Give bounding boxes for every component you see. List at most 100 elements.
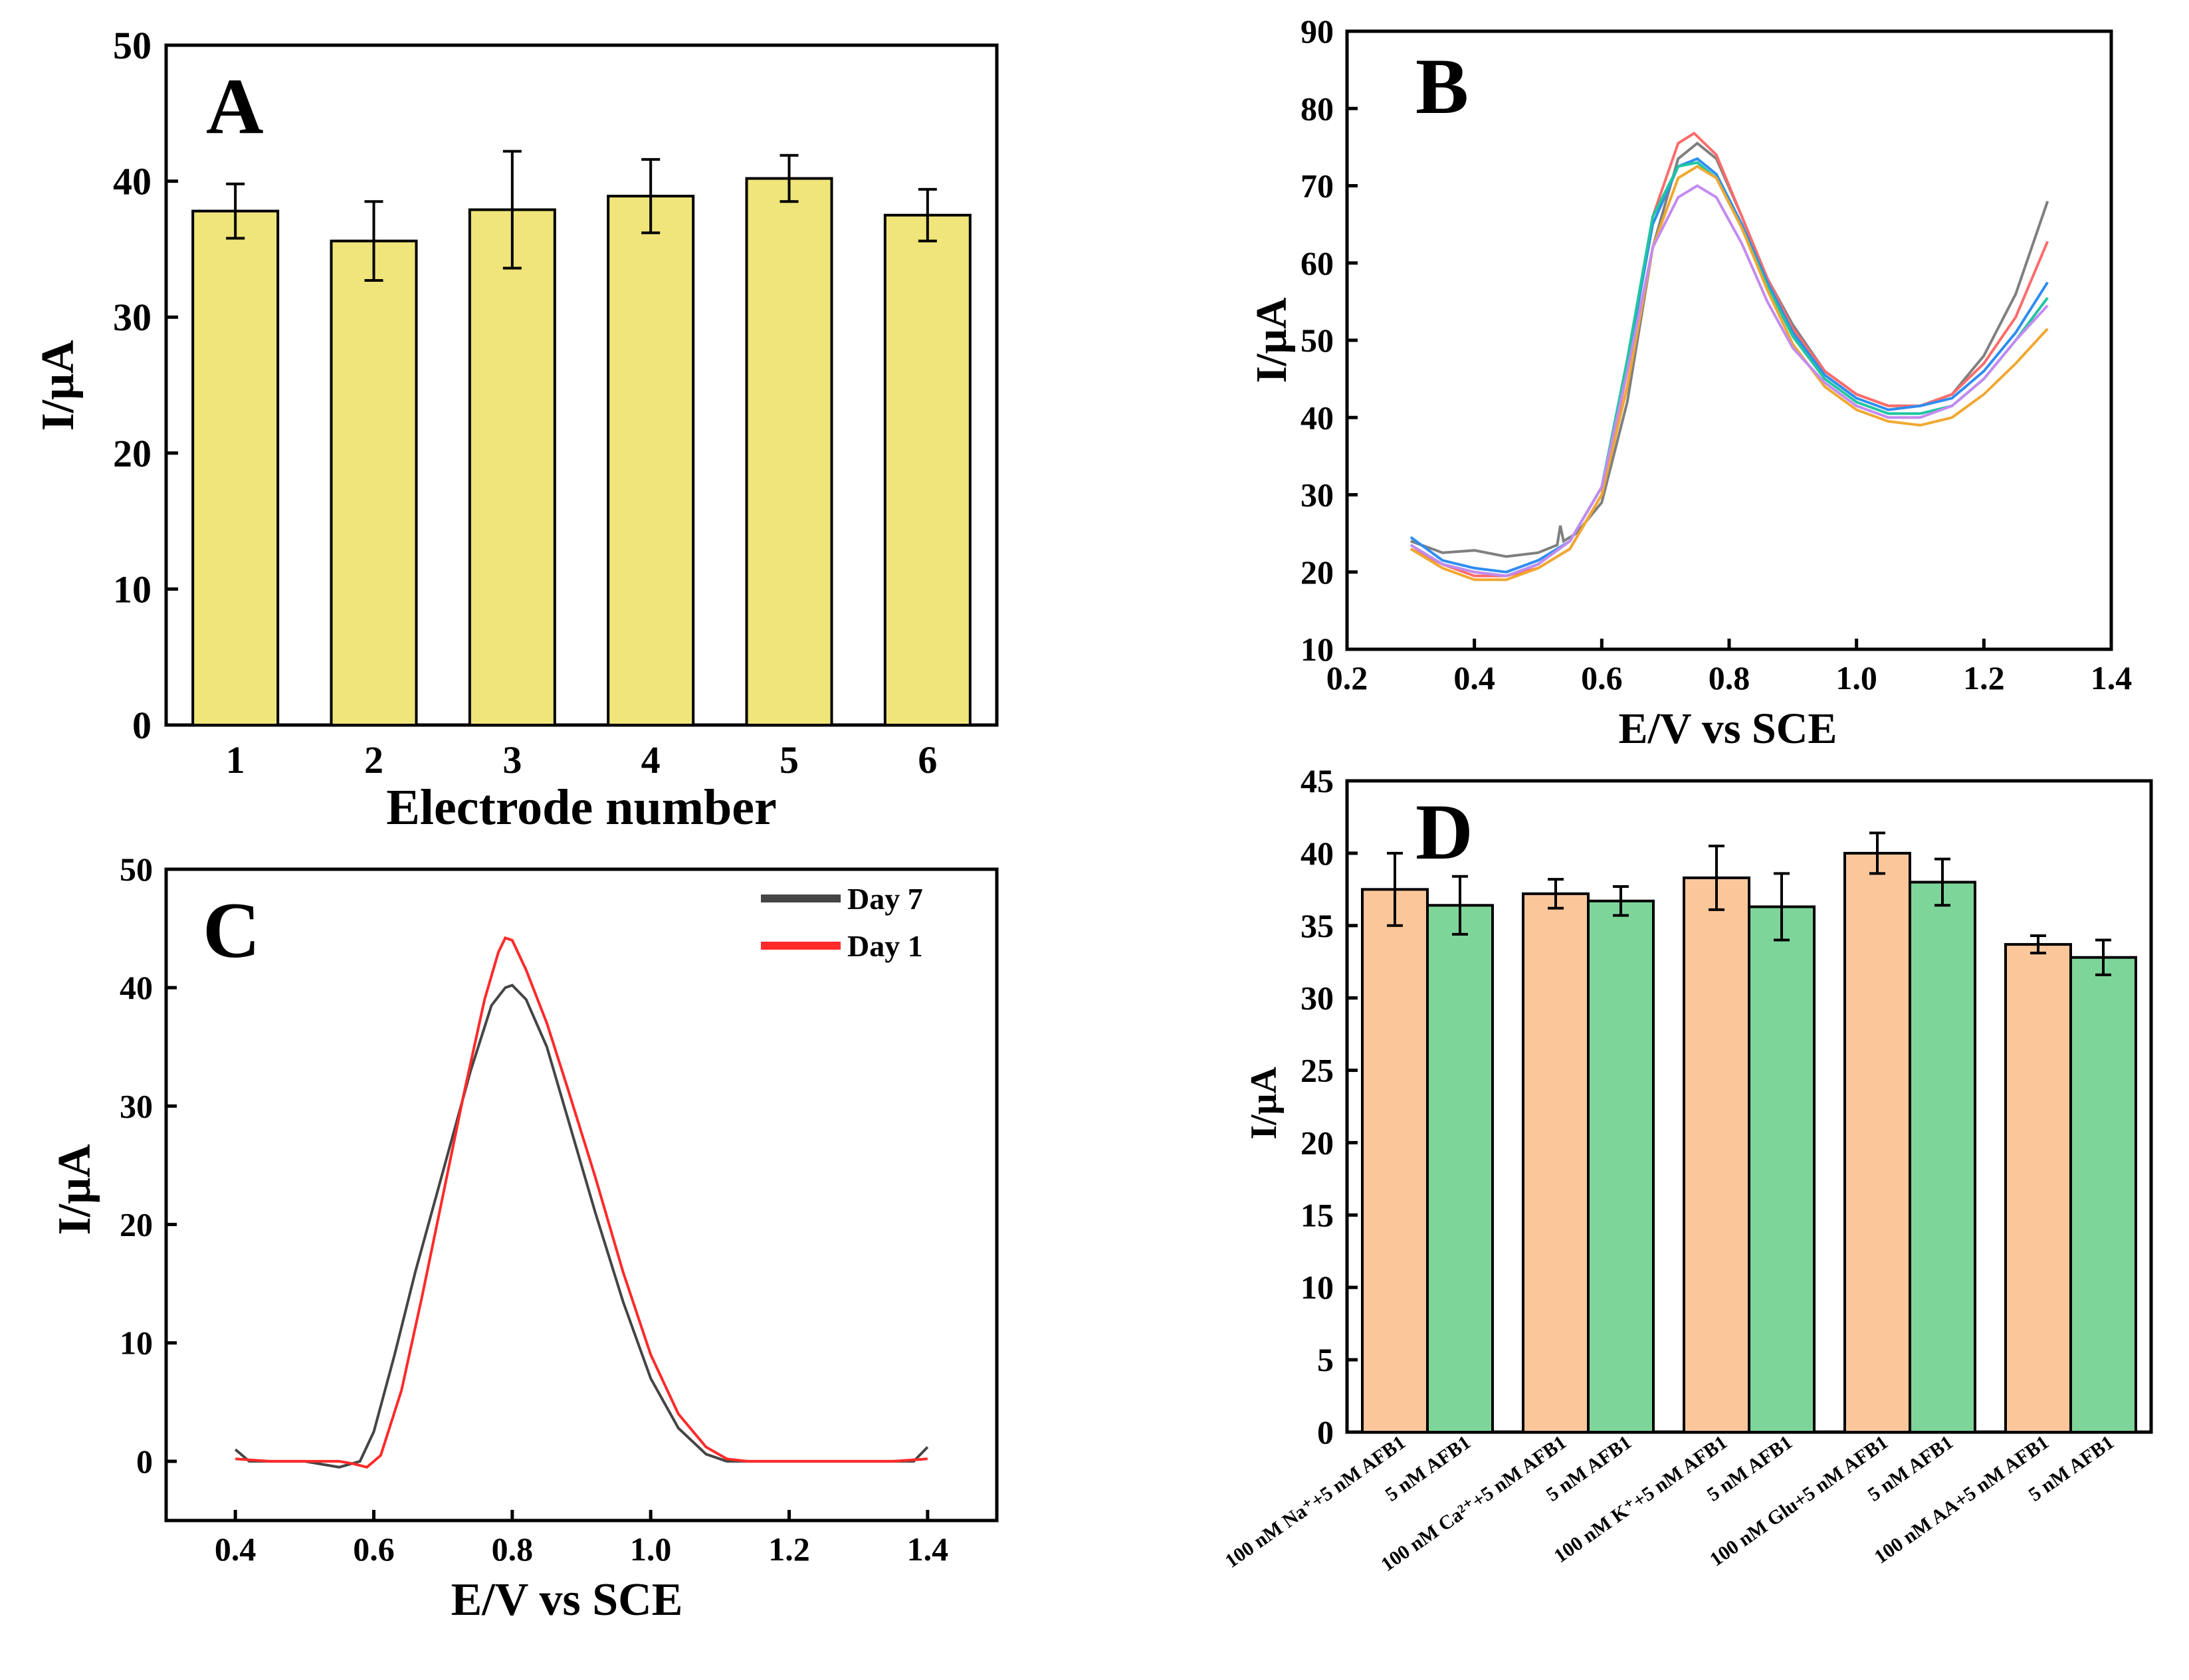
bar bbox=[1587, 899, 1655, 1434]
panel-b-series bbox=[1409, 131, 2049, 581]
series-line-day-1 bbox=[235, 936, 928, 1469]
y-tick-label: 15 bbox=[1301, 1196, 1334, 1233]
x-tick-label: 0.8 bbox=[492, 1530, 534, 1568]
panel-a-ylabel: I/μA bbox=[33, 340, 84, 431]
panel-b-ylabel: I/μA bbox=[1247, 297, 1296, 383]
panel-b-line-chart: B I/μA E/V vs SCE 10 20 30 40 50 60 70 80 90 0.2… bbox=[1247, 13, 2132, 753]
y-tick-label: 40 bbox=[1301, 835, 1334, 872]
y-tick-label: 45 bbox=[1301, 762, 1334, 799]
bar bbox=[330, 239, 418, 726]
bar bbox=[1843, 851, 1911, 1433]
y-tick-label: 60 bbox=[1301, 245, 1334, 282]
bar bbox=[2004, 943, 2072, 1433]
y-tick-label: 30 bbox=[113, 296, 152, 339]
panel-c-legend: Day 7 Day 1 bbox=[761, 882, 923, 963]
bar bbox=[1909, 881, 1976, 1433]
panel-a-letter: A bbox=[206, 62, 264, 150]
panel-c-xlabel: E/V vs SCE bbox=[451, 1574, 683, 1626]
x-tick-label: 0.6 bbox=[1581, 659, 1623, 696]
y-tick-label: 20 bbox=[120, 1206, 153, 1243]
y-tick-label: 90 bbox=[1301, 13, 1334, 50]
legend-day7-label: Day 7 bbox=[847, 882, 923, 916]
panel-c-line-chart: C I/μA E/V vs SCE 0 10 20 30 40 50 0.4 0.6 0.8 1… bbox=[49, 851, 999, 1626]
panel-b-xlabel: E/V vs SCE bbox=[1619, 704, 1837, 753]
bar bbox=[1522, 892, 1590, 1434]
bar bbox=[468, 208, 556, 727]
y-tick-label: 20 bbox=[1301, 554, 1334, 591]
panel-d-letter: D bbox=[1415, 788, 1473, 876]
panel-b-y-ticks: 10 20 30 40 50 60 70 80 90 bbox=[1301, 13, 1358, 668]
x-tick-label: 1.0 bbox=[630, 1530, 672, 1568]
panel-a-frame bbox=[164, 43, 999, 727]
y-tick-label: 10 bbox=[120, 1324, 153, 1362]
series-line-teal bbox=[1409, 161, 2049, 578]
category-label: 100 nM Na⁺+5 nM AFB1 bbox=[1221, 1431, 1409, 1572]
bar bbox=[191, 209, 280, 726]
panel-d-y-ticks: 0 5 10 15 20 25 30 35 40 45 bbox=[1301, 762, 1358, 1451]
y-tick-label: 20 bbox=[113, 432, 152, 475]
y-tick-label: 30 bbox=[1301, 980, 1334, 1017]
x-tick-label: 0.8 bbox=[1709, 659, 1750, 696]
panel-a-bar-chart: A I/μA Electrode number 0 10 20 30 40 50 1 2 3 4… bbox=[33, 24, 999, 835]
y-tick-label: 10 bbox=[113, 568, 152, 611]
x-tick-label: 6 bbox=[918, 738, 937, 782]
x-tick-label: 1.4 bbox=[907, 1530, 949, 1568]
panel-a-bars bbox=[191, 150, 972, 727]
panel-b-letter: B bbox=[1415, 42, 1469, 130]
bar bbox=[883, 213, 972, 726]
y-tick-label: 40 bbox=[1301, 399, 1334, 436]
panel-c-y-ticks: 0 10 20 30 40 50 bbox=[120, 851, 177, 1480]
y-tick-label: 10 bbox=[1301, 1269, 1334, 1306]
y-tick-label: 50 bbox=[113, 24, 152, 67]
x-tick-label: 5 bbox=[780, 738, 799, 782]
x-tick-label: 3 bbox=[502, 738, 522, 782]
panel-b-x-ticks: 0.2 0.4 0.6 0.8 1.0 1.2 1.4 bbox=[1326, 639, 2133, 696]
category-label: 100 nM Glu+5 nM AFB1 bbox=[1706, 1431, 1892, 1571]
x-tick-label: 4 bbox=[641, 738, 661, 782]
y-tick-label: 35 bbox=[1301, 907, 1334, 944]
y-tick-label: 40 bbox=[113, 160, 152, 203]
panel-a-y-ticks: 0 10 20 30 40 50 bbox=[113, 24, 178, 747]
panel-d-ylabel: I/μA bbox=[1243, 1067, 1285, 1140]
panel-c-series bbox=[234, 936, 929, 1469]
x-tick-label: 1.2 bbox=[768, 1530, 810, 1568]
x-tick-label: 1 bbox=[226, 738, 245, 782]
bar bbox=[607, 195, 695, 726]
panel-d-bars bbox=[1361, 831, 2137, 1434]
series-line-day-7 bbox=[234, 984, 929, 1469]
y-tick-label: 50 bbox=[1301, 322, 1334, 359]
y-tick-label: 5 bbox=[1317, 1341, 1334, 1378]
legend-day1-label: Day 1 bbox=[847, 929, 923, 963]
x-tick-label: 1.2 bbox=[1963, 659, 2005, 696]
panel-c-frame bbox=[164, 867, 999, 1522]
y-tick-label: 25 bbox=[1301, 1052, 1334, 1089]
x-tick-label: 0.4 bbox=[215, 1530, 257, 1568]
x-tick-label: 0.4 bbox=[1453, 659, 1495, 696]
category-label: 100 nM AA+5 nM AFB1 bbox=[1870, 1431, 2053, 1568]
category-label: 100 nM Ca²⁺+5 nM AFB1 bbox=[1377, 1431, 1570, 1576]
bar bbox=[1748, 905, 1816, 1433]
y-tick-label: 0 bbox=[132, 704, 152, 747]
y-tick-label: 0 bbox=[1317, 1414, 1334, 1451]
series-line-orange bbox=[1409, 165, 2049, 581]
y-tick-label: 70 bbox=[1301, 167, 1334, 205]
y-tick-label: 40 bbox=[120, 969, 153, 1006]
series-line-blue bbox=[1409, 157, 2049, 574]
y-tick-label: 20 bbox=[1301, 1124, 1334, 1161]
panel-a-xlabel: Electrode number bbox=[386, 780, 777, 835]
x-tick-label: 0.6 bbox=[353, 1530, 395, 1568]
y-tick-label: 50 bbox=[120, 851, 153, 888]
x-tick-label: 0.2 bbox=[1326, 659, 1368, 696]
x-tick-label: 1.4 bbox=[2091, 659, 2133, 696]
bar bbox=[1426, 904, 1494, 1434]
panel-d-bar-chart: D I/μA 0 5 10 15 20 25 30 35 40 45 100 nM Na⁺+5 n… bbox=[1221, 762, 2153, 1576]
category-label: 100 nM K⁺+5 nM AFB1 bbox=[1550, 1431, 1731, 1568]
y-tick-label: 30 bbox=[120, 1087, 153, 1124]
bar bbox=[1361, 888, 1429, 1434]
panel-c-letter: C bbox=[203, 886, 261, 974]
series-line-violet bbox=[1409, 184, 2049, 578]
y-tick-label: 0 bbox=[136, 1443, 153, 1480]
panel-c-ylabel: I/μA bbox=[49, 1144, 100, 1235]
